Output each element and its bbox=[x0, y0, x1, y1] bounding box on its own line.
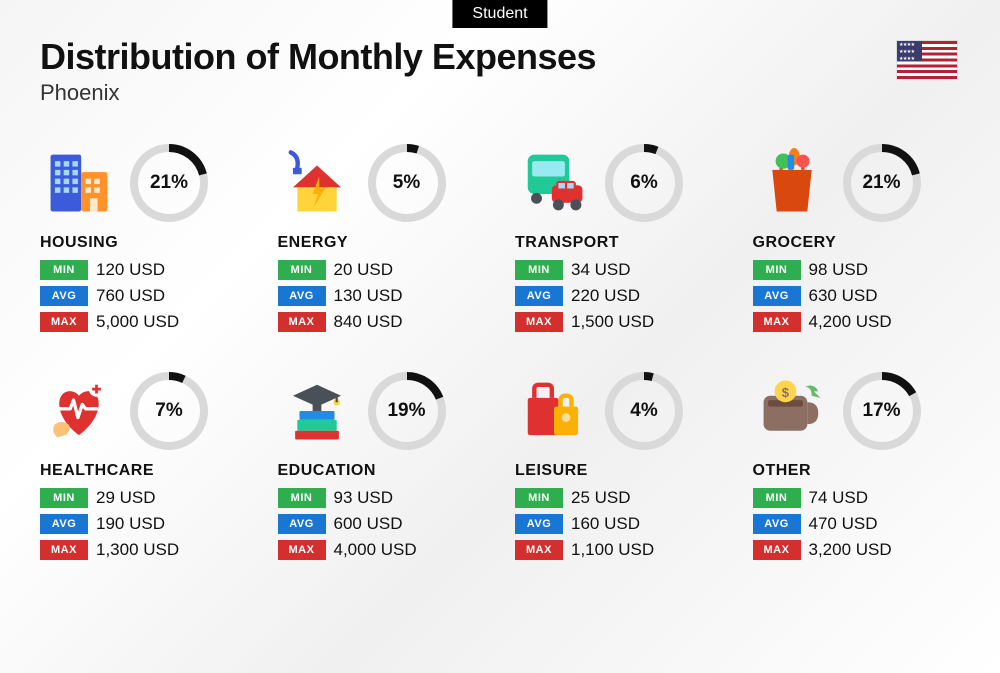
flag-icon bbox=[896, 40, 958, 80]
avg-value: 600 USD bbox=[334, 514, 403, 534]
header: Distribution of Monthly Expenses Phoenix bbox=[40, 36, 960, 106]
category-card-other: $ 17% OTHER MIN 74 USD AVG 470 USD MAX bbox=[753, 372, 961, 560]
max-value: 1,100 USD bbox=[571, 540, 654, 560]
leisure-icon bbox=[515, 372, 593, 450]
min-value: 20 USD bbox=[334, 260, 394, 280]
max-pill: MAX bbox=[515, 540, 563, 560]
avg-pill: AVG bbox=[278, 514, 326, 534]
min-pill: MIN bbox=[40, 260, 88, 280]
max-pill: MAX bbox=[40, 312, 88, 332]
category-card-housing: 21% HOUSING MIN 120 USD AVG 760 USD MAX … bbox=[40, 144, 248, 332]
donut-label: 6% bbox=[630, 172, 657, 194]
min-value: 25 USD bbox=[571, 488, 631, 508]
avg-pill: AVG bbox=[515, 514, 563, 534]
donut-label: 4% bbox=[630, 400, 657, 422]
category-card-education: 19% EDUCATION MIN 93 USD AVG 600 USD MAX… bbox=[278, 372, 486, 560]
donut-other: 17% bbox=[843, 372, 921, 450]
avg-value: 470 USD bbox=[809, 514, 878, 534]
max-pill: MAX bbox=[278, 540, 326, 560]
category-name: LEISURE bbox=[515, 462, 723, 480]
donut-grocery: 21% bbox=[843, 144, 921, 222]
category-card-transport: 6% TRANSPORT MIN 34 USD AVG 220 USD MAX … bbox=[515, 144, 723, 332]
donut-label: 17% bbox=[862, 400, 900, 422]
min-pill: MIN bbox=[278, 260, 326, 280]
max-value: 1,500 USD bbox=[571, 312, 654, 332]
avg-value: 130 USD bbox=[334, 286, 403, 306]
category-card-energy: 5% ENERGY MIN 20 USD AVG 130 USD MAX 840… bbox=[278, 144, 486, 332]
avg-value: 190 USD bbox=[96, 514, 165, 534]
donut-label: 21% bbox=[150, 172, 188, 194]
page-subtitle: Phoenix bbox=[40, 80, 960, 106]
housing-icon bbox=[40, 144, 118, 222]
transport-icon bbox=[515, 144, 593, 222]
category-name: HOUSING bbox=[40, 234, 248, 252]
energy-icon bbox=[278, 144, 356, 222]
avg-value: 160 USD bbox=[571, 514, 640, 534]
donut-label: 19% bbox=[387, 400, 425, 422]
max-pill: MAX bbox=[515, 312, 563, 332]
other-icon: $ bbox=[753, 372, 831, 450]
avg-value: 760 USD bbox=[96, 286, 165, 306]
donut-label: 7% bbox=[155, 400, 182, 422]
badge: Student bbox=[452, 0, 547, 28]
min-pill: MIN bbox=[515, 488, 563, 508]
min-value: 98 USD bbox=[809, 260, 869, 280]
min-value: 93 USD bbox=[334, 488, 394, 508]
category-name: OTHER bbox=[753, 462, 961, 480]
min-value: 29 USD bbox=[96, 488, 156, 508]
max-value: 1,300 USD bbox=[96, 540, 179, 560]
avg-pill: AVG bbox=[753, 514, 801, 534]
education-icon bbox=[278, 372, 356, 450]
category-name: GROCERY bbox=[753, 234, 961, 252]
avg-pill: AVG bbox=[515, 286, 563, 306]
donut-housing: 21% bbox=[130, 144, 208, 222]
grocery-icon bbox=[753, 144, 831, 222]
category-card-leisure: 4% LEISURE MIN 25 USD AVG 160 USD MAX 1,… bbox=[515, 372, 723, 560]
category-name: ENERGY bbox=[278, 234, 486, 252]
max-value: 840 USD bbox=[334, 312, 403, 332]
category-card-grocery: 21% GROCERY MIN 98 USD AVG 630 USD MAX 4… bbox=[753, 144, 961, 332]
max-value: 5,000 USD bbox=[96, 312, 179, 332]
max-value: 4,000 USD bbox=[334, 540, 417, 560]
donut-energy: 5% bbox=[368, 144, 446, 222]
max-pill: MAX bbox=[40, 540, 88, 560]
category-name: TRANSPORT bbox=[515, 234, 723, 252]
category-name: HEALTHCARE bbox=[40, 462, 248, 480]
avg-pill: AVG bbox=[753, 286, 801, 306]
min-value: 74 USD bbox=[809, 488, 869, 508]
min-value: 34 USD bbox=[571, 260, 631, 280]
min-pill: MIN bbox=[515, 260, 563, 280]
category-grid: 21% HOUSING MIN 120 USD AVG 760 USD MAX … bbox=[40, 144, 960, 560]
avg-pill: AVG bbox=[278, 286, 326, 306]
avg-value: 630 USD bbox=[809, 286, 878, 306]
min-pill: MIN bbox=[753, 260, 801, 280]
min-value: 120 USD bbox=[96, 260, 165, 280]
category-card-healthcare: 7% HEALTHCARE MIN 29 USD AVG 190 USD MAX… bbox=[40, 372, 248, 560]
donut-label: 5% bbox=[393, 172, 420, 194]
min-pill: MIN bbox=[753, 488, 801, 508]
avg-value: 220 USD bbox=[571, 286, 640, 306]
max-pill: MAX bbox=[278, 312, 326, 332]
donut-label: 21% bbox=[862, 172, 900, 194]
max-value: 3,200 USD bbox=[809, 540, 892, 560]
max-value: 4,200 USD bbox=[809, 312, 892, 332]
donut-transport: 6% bbox=[605, 144, 683, 222]
page-title: Distribution of Monthly Expenses bbox=[40, 36, 960, 78]
avg-pill: AVG bbox=[40, 286, 88, 306]
avg-pill: AVG bbox=[40, 514, 88, 534]
donut-education: 19% bbox=[368, 372, 446, 450]
max-pill: MAX bbox=[753, 540, 801, 560]
donut-leisure: 4% bbox=[605, 372, 683, 450]
category-name: EDUCATION bbox=[278, 462, 486, 480]
min-pill: MIN bbox=[40, 488, 88, 508]
svg-text:$: $ bbox=[781, 385, 789, 400]
min-pill: MIN bbox=[278, 488, 326, 508]
max-pill: MAX bbox=[753, 312, 801, 332]
healthcare-icon bbox=[40, 372, 118, 450]
donut-healthcare: 7% bbox=[130, 372, 208, 450]
